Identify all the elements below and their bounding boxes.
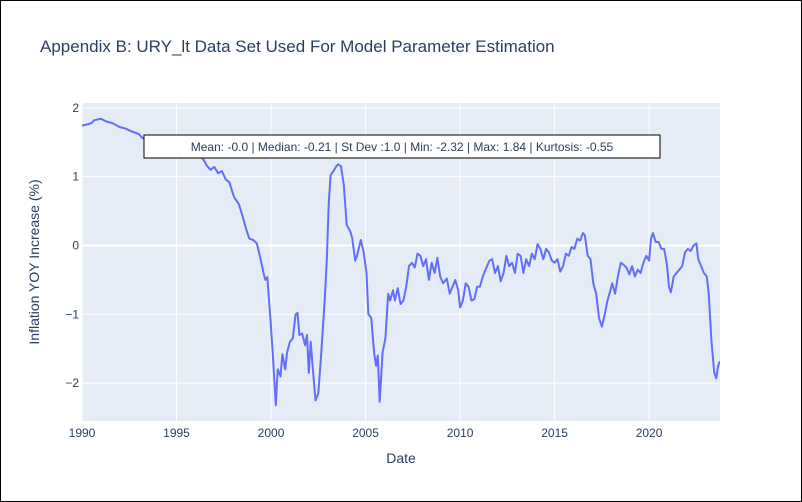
- stats-annotation: Mean: -0.0 | Median: -0.21 | St Dev :1.0…: [143, 134, 661, 159]
- x-tick-label: 1990: [69, 426, 96, 440]
- x-axis-ticks: 1990 1995 2000 2005 2010 2015 2020: [69, 426, 663, 440]
- chart-title: Appendix B: URY_lt Data Set Used For Mod…: [40, 37, 555, 56]
- x-tick-label: 2015: [541, 426, 568, 440]
- x-tick-label: 1995: [163, 426, 190, 440]
- y-tick-label: 0: [72, 238, 79, 252]
- y-tick-label: 2: [72, 101, 79, 115]
- y-tick-label: −1: [65, 307, 79, 321]
- stats-annotation-box: [143, 134, 661, 159]
- x-tick-label: 2010: [447, 426, 474, 440]
- x-tick-label: 2000: [258, 426, 285, 440]
- series-line: [82, 117, 720, 407]
- stats-annotation-text: Mean: -0.0 | Median: -0.21 | St Dev :1.0…: [191, 140, 614, 154]
- x-tick-label: 2005: [352, 426, 379, 440]
- y-tick-label: 1: [72, 170, 79, 184]
- y-tick-label: −2: [65, 376, 79, 390]
- x-axis-title: Date: [386, 450, 416, 466]
- y-axis-title: Inflation YOY Increase (%): [26, 179, 42, 344]
- x-tick-label: 2020: [636, 426, 663, 440]
- y-axis-ticks: 2 1 0 −1 −2: [65, 101, 79, 390]
- series-layer: [82, 117, 720, 407]
